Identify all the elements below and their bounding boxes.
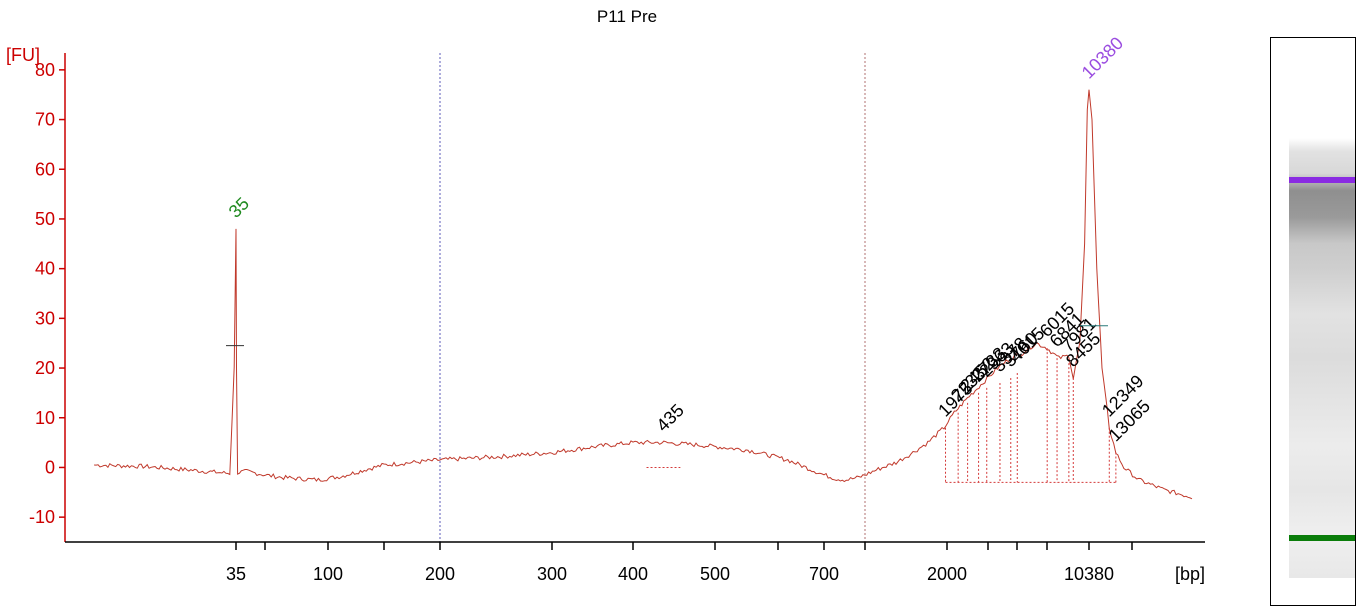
x-tick-label: 2000 (927, 564, 967, 584)
peak-label-35: 35 (225, 193, 253, 221)
y-tick-label: 40 (35, 259, 55, 279)
series-layer (94, 89, 1193, 500)
y-tick-label: 0 (45, 457, 55, 477)
lower-marker-band (1289, 535, 1355, 541)
upper-marker-band (1289, 177, 1355, 183)
x-tick-label: 200 (425, 564, 455, 584)
x-axis-label: [bp] (1175, 564, 1205, 584)
x-axis: 35 100 200 300 400 500 700 2000 10380 (65, 541, 1205, 584)
y-tick-label: -10 (29, 507, 55, 527)
electropherogram-chart: P11 Pre [FU] [bp] -10 0 10 20 30 40 50 60 70 80 3… (6, 7, 1205, 584)
y-axis: -10 0 10 20 30 40 50 60 70 80 (29, 53, 66, 542)
vertical-guides (439, 53, 866, 542)
series-line-0 (94, 89, 1193, 500)
y-tick-label: 70 (35, 110, 55, 130)
y-axis-label: [FU] (6, 45, 40, 65)
x-tick-label: 300 (537, 564, 567, 584)
chart-title: P11 Pre (597, 7, 657, 26)
x-tick-label: 35 (226, 564, 246, 584)
y-tick-label: 50 (35, 209, 55, 229)
x-tick-label: 700 (809, 564, 839, 584)
x-tick-label: 10380 (1064, 564, 1114, 584)
gel-lane (1270, 37, 1356, 606)
x-tick-label: 100 (313, 564, 343, 584)
y-tick-label: 80 (35, 60, 55, 80)
x-tick-label: 500 (700, 564, 730, 584)
x-tick-label: 400 (618, 564, 648, 584)
y-tick-label: 60 (35, 159, 55, 179)
y-tick-label: 10 (35, 408, 55, 428)
gel-lane-background (1289, 138, 1355, 578)
peak-label-435: 435 (653, 400, 688, 435)
y-tick-label: 30 (35, 308, 55, 328)
y-tick-label: 20 (35, 358, 55, 378)
peak-label-10380: 10380 (1078, 33, 1128, 83)
